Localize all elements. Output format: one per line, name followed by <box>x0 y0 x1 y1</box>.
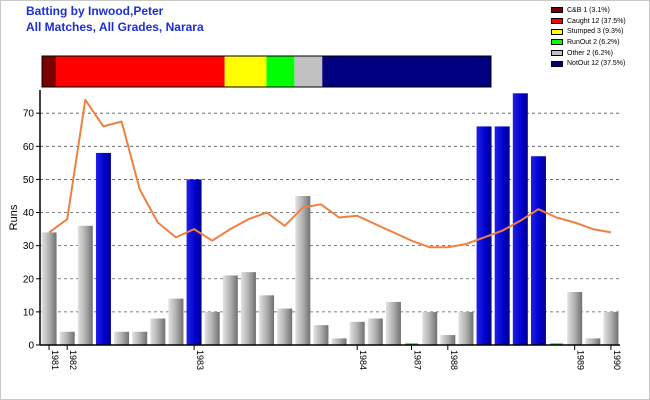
legend-label: Other 2 (6.2%) <box>567 49 613 57</box>
dismissal-segment-caught <box>55 56 225 87</box>
legend-swatch <box>551 50 563 57</box>
legend-item-stumped: Stumped 3 (9.3%) <box>551 26 626 37</box>
dismissal-breakdown-bar <box>41 55 492 88</box>
legend-item-cb: C&B 1 (3.1%) <box>551 5 626 16</box>
bar-out <box>204 311 220 345</box>
x-tick-label: 1982 <box>68 350 78 370</box>
bar-out <box>567 292 583 345</box>
bar-out <box>150 318 166 345</box>
legend-label: NotOut 12 (37.5%) <box>567 60 626 68</box>
legend-swatch <box>551 28 563 35</box>
bar-out <box>132 331 148 345</box>
y-tick-label: 0 <box>28 341 34 352</box>
bar-not-out <box>530 156 546 345</box>
legend-swatch <box>551 7 563 14</box>
dismissal-segment-runout <box>266 56 295 87</box>
y-axis-label: Runs <box>8 204 20 230</box>
legend-item-caught: Caught 12 (37.5%) <box>551 16 626 27</box>
x-tick-label: 1983 <box>195 350 205 370</box>
legend-item-runout: RunOut 2 (6.2%) <box>551 37 626 48</box>
y-tick-label: 30 <box>23 241 35 252</box>
bar-not-out <box>476 126 492 345</box>
bars <box>41 93 619 345</box>
bar-out <box>77 225 93 345</box>
x-tick-label: 1989 <box>576 350 586 370</box>
bar-out <box>240 272 256 345</box>
bar-not-out <box>186 179 202 345</box>
x-tick-label: 1988 <box>449 350 459 370</box>
bar-out <box>168 298 184 345</box>
x-tick-label: 1981 <box>50 350 60 370</box>
y-tick-label: 40 <box>23 208 35 219</box>
y-tick-label: 70 <box>23 109 35 120</box>
x-tick-label: 1987 <box>413 350 423 370</box>
bar-out <box>41 232 57 345</box>
bar-out <box>458 311 474 345</box>
bar-out <box>277 308 293 345</box>
y-tick-label: 50 <box>23 175 35 186</box>
legend-label: RunOut 2 (6.2%) <box>567 38 620 46</box>
bar-out <box>585 338 601 345</box>
legend-swatch <box>551 39 563 46</box>
bar-out <box>367 318 383 345</box>
bar-out <box>59 331 75 345</box>
bar-out <box>114 331 130 345</box>
dismissal-segment-cb <box>42 56 56 87</box>
bar-out <box>313 325 329 345</box>
dismissal-segment-other <box>294 56 323 87</box>
average-line <box>48 98 612 249</box>
dismissal-segment-stumped <box>224 56 267 87</box>
average-line-layer <box>48 98 612 249</box>
legend-swatch <box>551 18 563 25</box>
dismissal-bar-border <box>41 55 492 88</box>
bar-not-out <box>494 126 510 345</box>
y-tick-label: 20 <box>23 274 35 285</box>
bar-out <box>222 275 238 345</box>
bar-out <box>295 195 311 345</box>
legend: C&B 1 (3.1%) Caught 12 (37.5%) Stumped 3… <box>551 5 626 69</box>
bar-out <box>331 338 347 345</box>
x-tick-label: 1990 <box>612 350 622 370</box>
bar-not-out <box>512 93 528 345</box>
legend-label: Stumped 3 (9.3%) <box>567 28 624 36</box>
x-tick-label: 1984 <box>358 350 368 370</box>
bar-out <box>349 321 365 345</box>
bar-not-out <box>95 152 111 345</box>
bar-out <box>440 335 456 345</box>
bar-out <box>259 295 275 345</box>
y-tick-label: 60 <box>23 142 35 153</box>
legend-swatch <box>551 60 563 67</box>
legend-label: Caught 12 (37.5%) <box>567 17 626 25</box>
bar-out <box>422 311 438 345</box>
chart-title: Batting by Inwood,Peter <box>26 4 164 18</box>
legend-item-other: Other 2 (6.2%) <box>551 48 626 59</box>
dismissal-segment-notout <box>322 56 491 87</box>
axes: 0 10 20 30 40 50 60 70 Runs 1981 1982 1983 1984 1987 1… <box>8 90 622 370</box>
chart-subtitle: All Matches, All Grades, Narara <box>26 20 204 34</box>
legend-label: C&B 1 (3.1%) <box>567 6 610 14</box>
bar-out <box>603 311 619 345</box>
y-tick-label: 10 <box>23 307 35 318</box>
legend-item-notout: NotOut 12 (37.5%) <box>551 58 626 69</box>
bar-out <box>385 301 401 345</box>
